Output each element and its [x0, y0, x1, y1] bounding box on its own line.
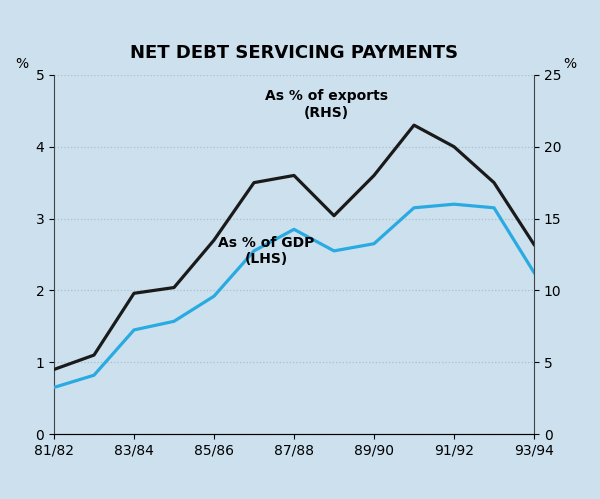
- Text: As % of GDP
(LHS): As % of GDP (LHS): [218, 236, 314, 266]
- Text: As % of exports
(RHS): As % of exports (RHS): [265, 89, 388, 120]
- Text: %: %: [16, 57, 29, 71]
- Title: NET DEBT SERVICING PAYMENTS: NET DEBT SERVICING PAYMENTS: [130, 44, 458, 62]
- Text: %: %: [563, 57, 576, 71]
